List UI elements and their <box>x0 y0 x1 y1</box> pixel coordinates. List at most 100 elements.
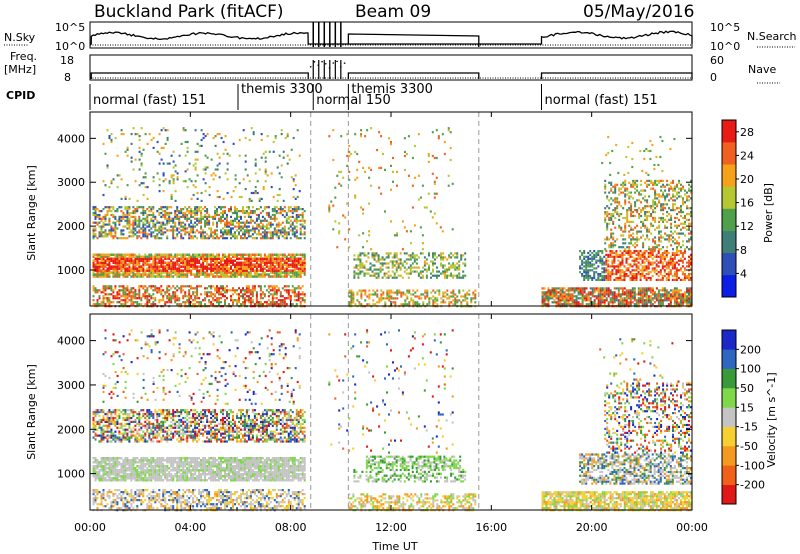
range-gate-cell <box>234 291 236 294</box>
range-gate-cell <box>212 172 215 175</box>
range-gate-cell <box>665 255 668 258</box>
range-gate-cell <box>114 235 117 238</box>
range-gate-cell <box>263 255 266 258</box>
range-gate-cell <box>154 255 157 258</box>
range-gate-cell <box>242 231 244 234</box>
range-gate-cell <box>553 293 556 296</box>
range-gate-cell <box>158 237 161 240</box>
range-gate-cell <box>255 233 258 236</box>
range-gate-cell <box>267 275 270 278</box>
range-gate-cell <box>140 154 143 157</box>
range-gate-cell <box>198 255 201 258</box>
range-gate-cell <box>639 289 642 292</box>
range-gate-cell <box>619 301 622 304</box>
range-gate-cell <box>92 303 95 306</box>
range-gate-cell <box>287 206 290 209</box>
range-gate-cell <box>289 219 292 222</box>
range-gate-cell <box>686 274 688 278</box>
range-gate-cell <box>126 217 129 220</box>
range-gate-cell <box>297 297 300 300</box>
range-gate-cell <box>603 289 606 292</box>
range-gate-cell <box>124 208 127 211</box>
range-gate-cell <box>250 199 253 202</box>
range-gate-cell <box>259 227 262 230</box>
range-gate-cell <box>162 227 165 230</box>
range-gate-cell <box>238 182 241 185</box>
range-gate-cell <box>358 301 361 304</box>
range-gate-cell <box>553 301 556 304</box>
range-gate-cell <box>190 263 193 266</box>
range-gate-cell <box>198 265 201 268</box>
range-gate-cell <box>425 262 428 265</box>
range-gate-cell <box>180 142 183 145</box>
range-gate-cell <box>472 291 475 294</box>
range-gate-cell <box>234 259 236 262</box>
range-gate-cell <box>158 299 161 302</box>
range-gate-cell <box>257 231 260 234</box>
range-gate-cell <box>368 202 371 205</box>
range-gate-cell <box>386 291 389 294</box>
range-gate-cell <box>196 197 199 200</box>
range-gate-cell <box>671 253 674 256</box>
range-gate-cell <box>275 206 278 209</box>
range-gate-cell <box>255 225 258 228</box>
range-gate-cell <box>301 267 304 270</box>
range-gate-cell <box>607 295 610 298</box>
range-gate-cell <box>166 136 169 140</box>
range-gate-cell <box>633 287 636 290</box>
range-gate-cell <box>122 213 125 217</box>
range-gate-cell <box>573 299 576 302</box>
range-gate-cell <box>128 213 131 217</box>
range-gate-cell <box>605 271 608 274</box>
range-gate-cell <box>647 263 650 266</box>
range-gate-cell <box>249 221 252 224</box>
range-gate-cell <box>168 219 171 222</box>
range-gate-cell <box>104 271 107 274</box>
range-gate-cell <box>686 265 688 268</box>
range-gate-cell <box>601 276 604 280</box>
range-gate-cell <box>158 227 161 230</box>
range-gate-cell <box>267 255 270 258</box>
range-gate-cell <box>247 208 250 211</box>
range-gate-cell <box>464 262 467 265</box>
range-gate-cell <box>279 267 282 270</box>
range-gate-cell <box>116 275 119 278</box>
range-gate-cell <box>132 255 135 258</box>
range-gate-cell <box>601 267 604 270</box>
range-gate-cell <box>132 225 135 228</box>
range-gate-cell <box>395 256 398 259</box>
range-gate-cell <box>375 272 378 275</box>
range-gate-cell <box>557 303 560 306</box>
range-gate-cell <box>240 217 242 220</box>
range-gate-cell <box>398 291 401 294</box>
range-gate-cell <box>411 266 414 269</box>
range-gate-cell <box>162 263 165 266</box>
range-gate-cell <box>188 210 191 213</box>
range-gate-cell <box>567 293 570 296</box>
range-gate-cell <box>299 227 302 230</box>
range-gate-cell <box>146 237 149 240</box>
range-gate-cell <box>683 250 686 253</box>
range-gate-cell <box>292 136 295 140</box>
range-gate-cell <box>110 235 113 238</box>
range-gate-cell <box>257 215 260 218</box>
range-gate-cell <box>102 287 105 290</box>
range-gate-cell <box>210 231 213 234</box>
range-gate-cell <box>291 265 294 268</box>
range-gate-cell <box>142 176 145 179</box>
range-gate-cell <box>440 264 442 267</box>
range-gate-cell <box>132 303 135 306</box>
range-gate-cell <box>120 259 123 262</box>
range-gate-cell <box>271 237 274 240</box>
range-gate-cell <box>106 129 109 132</box>
range-gate-cell <box>230 223 232 226</box>
range-gate-cell <box>202 229 205 232</box>
range-gate-cell <box>567 295 570 298</box>
range-gate-cell <box>591 259 594 262</box>
range-gate-cell <box>587 261 590 264</box>
range-gate-cell <box>126 206 129 209</box>
range-gate-cell <box>605 267 608 270</box>
range-gate-cell <box>366 295 369 298</box>
range-gate-cell <box>92 253 95 256</box>
range-gate-cell <box>226 257 228 260</box>
